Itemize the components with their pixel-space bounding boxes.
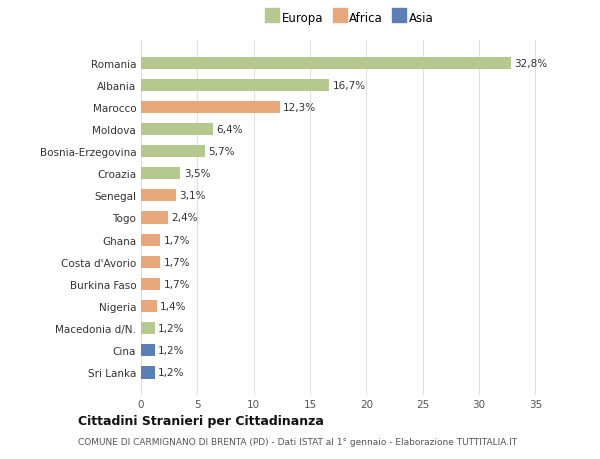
Text: 1,4%: 1,4%: [160, 302, 187, 311]
Text: 1,2%: 1,2%: [158, 324, 184, 333]
Text: 6,4%: 6,4%: [217, 125, 243, 134]
Text: 3,1%: 3,1%: [179, 191, 206, 201]
Bar: [141, 57, 511, 69]
Text: 1,2%: 1,2%: [158, 346, 184, 356]
Text: COMUNE DI CARMIGNANO DI BRENTA (PD) - Dati ISTAT al 1° gennaio - Elaborazione TU: COMUNE DI CARMIGNANO DI BRENTA (PD) - Da…: [78, 437, 517, 446]
Text: 5,7%: 5,7%: [209, 147, 235, 157]
Bar: [141, 123, 213, 136]
Text: Cittadini Stranieri per Cittadinanza: Cittadini Stranieri per Cittadinanza: [78, 414, 324, 428]
Bar: [141, 101, 280, 114]
Text: 3,5%: 3,5%: [184, 169, 211, 179]
Bar: [141, 146, 205, 158]
Text: 32,8%: 32,8%: [514, 58, 547, 68]
Bar: [141, 367, 155, 379]
Text: 1,2%: 1,2%: [158, 368, 184, 378]
Text: 1,7%: 1,7%: [164, 235, 190, 245]
Text: 12,3%: 12,3%: [283, 103, 316, 112]
Bar: [141, 256, 160, 268]
Legend: Europa, Africa, Asia: Europa, Africa, Asia: [262, 8, 437, 28]
Text: 1,7%: 1,7%: [164, 279, 190, 289]
Text: 1,7%: 1,7%: [164, 257, 190, 267]
Bar: [141, 322, 155, 335]
Bar: [141, 79, 329, 92]
Bar: [141, 300, 157, 313]
Bar: [141, 212, 168, 224]
Bar: [141, 168, 181, 180]
Bar: [141, 278, 160, 291]
Text: 16,7%: 16,7%: [332, 80, 366, 90]
Bar: [141, 234, 160, 246]
Text: 2,4%: 2,4%: [172, 213, 198, 223]
Bar: [141, 344, 155, 357]
Bar: [141, 190, 176, 202]
